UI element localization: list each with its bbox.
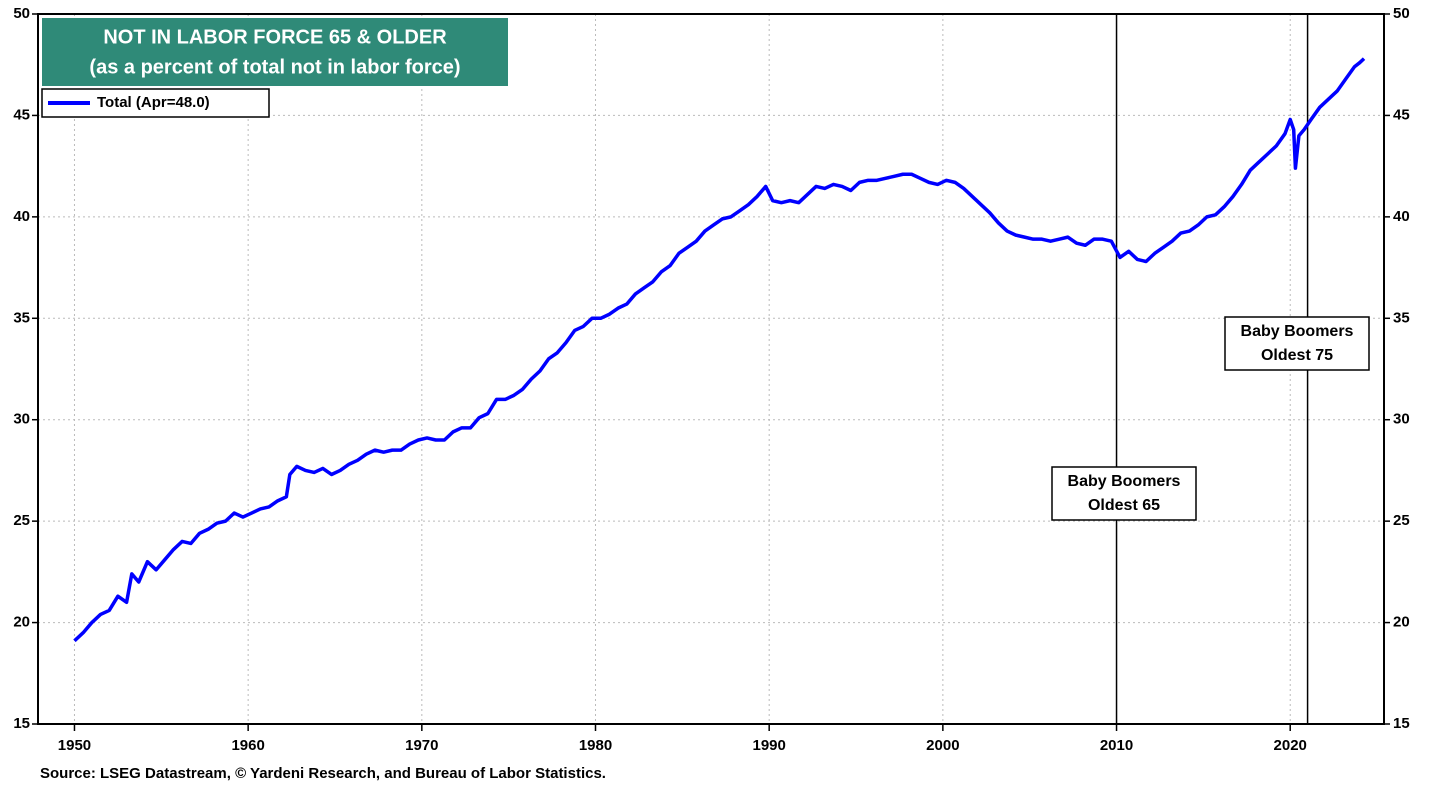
y2-tick-label: 25: [1393, 512, 1410, 529]
chart-title: NOT IN LABOR FORCE 65 & OLDER: [103, 26, 447, 48]
x-tick-label: 1960: [231, 737, 264, 754]
legend-label: Total (Apr=48.0): [97, 94, 210, 111]
chart-subtitle: (as a percent of total not in labor forc…: [89, 56, 460, 78]
y2-tick-label: 30: [1393, 411, 1410, 428]
y2-tick-label: 50: [1393, 5, 1410, 22]
x-tick-label: 2020: [1274, 737, 1307, 754]
annotation-text: Baby Boomers: [1068, 473, 1181, 490]
y-tick-label: 25: [13, 512, 30, 529]
x-tick-label: 1990: [752, 737, 785, 754]
annotation-text: Oldest 65: [1088, 497, 1160, 514]
series-line: [73, 57, 1366, 643]
y2-tick-label: 35: [1393, 309, 1410, 326]
y2-tick-label: 40: [1393, 208, 1410, 225]
source: Source: LSEG Datastream, © Yardeni Resea…: [40, 765, 606, 782]
annotation-box: [1051, 466, 1197, 521]
x-tick-label: 1950: [58, 737, 91, 754]
annotation-text: Baby Boomers: [1241, 323, 1354, 340]
x-tick-label: 1980: [579, 737, 612, 754]
y-tick-label: 20: [13, 614, 30, 631]
y-tick-label: 35: [13, 309, 30, 326]
annotation-text: Oldest 75: [1261, 347, 1333, 364]
y-tick-label: 15: [13, 715, 30, 732]
y-tick-label: 50: [13, 5, 30, 22]
y2-tick-label: 20: [1393, 614, 1410, 631]
x-tick-label: 2010: [1100, 737, 1133, 754]
x-tick-label: 1970: [405, 737, 438, 754]
y-tick-label: 30: [13, 411, 30, 428]
y2-tick-label: 15: [1393, 715, 1410, 732]
y2-tick-label: 45: [1393, 106, 1410, 123]
title-box: [42, 18, 508, 86]
x-tick-label: 2000: [926, 737, 959, 754]
y-tick-label: 40: [13, 208, 30, 225]
plot-frame: [37, 13, 1385, 725]
annotation-box: [1224, 316, 1370, 371]
y-tick-label: 45: [13, 106, 30, 123]
